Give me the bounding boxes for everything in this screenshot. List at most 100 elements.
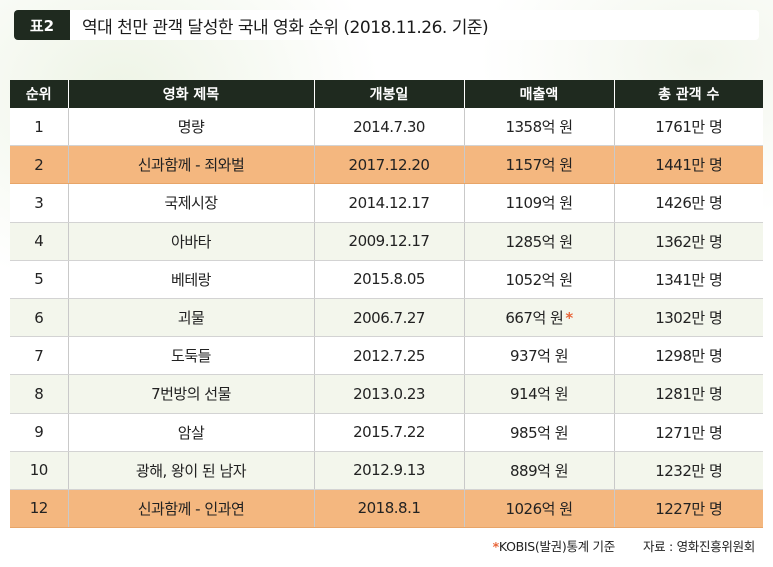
table-row: 10 광해, 왕이 된 남자 2012.9.13 889억 원 1232만 명 — [10, 451, 763, 490]
column-header-title: 영화 제목 — [67, 80, 314, 108]
title-cell: 아바타 — [67, 222, 314, 261]
table-row: 5 베테랑 2015.8.05 1052억 원 1341만 명 — [10, 260, 763, 299]
title-cell: 명량 — [67, 108, 314, 147]
title-cell: 괴물 — [67, 298, 314, 338]
release-date-cell: 2015.7.22 — [313, 413, 464, 452]
title-cell-text: 신과함께 - 인과연 — [137, 499, 245, 518]
sales-cell-text: 985억 원 — [510, 423, 569, 442]
audience-cell-text: 1441만 명 — [655, 156, 723, 175]
table-row: 9 암살 2015.7.22 985억 원 1271만 명 — [10, 413, 763, 452]
audience-cell: 1362만 명 — [613, 222, 763, 261]
rank-cell-text: 12 — [29, 499, 49, 518]
title-cell-text: 괴물 — [177, 309, 205, 328]
rank-cell-text: 8 — [34, 384, 44, 403]
sales-cell-text: 1285억 원 — [505, 232, 573, 251]
release-date-cell-text: 2012.7.25 — [353, 346, 425, 365]
audience-cell-text: 1302만 명 — [655, 309, 723, 328]
title-cell-text: 신과함께 - 죄와벌 — [137, 156, 245, 175]
sales-cell-text: 667억 원 — [505, 309, 564, 328]
title-cell-text: 7번방의 선물 — [151, 385, 231, 404]
release-date-cell-text: 2012.9.13 — [353, 461, 425, 480]
rank-cell: 8 — [10, 374, 68, 414]
release-date-cell-text: 2015.8.05 — [353, 270, 425, 289]
audience-cell: 1298만 명 — [613, 336, 763, 376]
release-date-cell: 2012.9.13 — [313, 451, 464, 490]
title-cell-text: 암살 — [177, 423, 205, 442]
release-date-cell: 2015.8.05 — [313, 260, 464, 299]
sales-cell: 1026억 원 — [463, 489, 614, 529]
sales-cell: 1285억 원 — [463, 222, 614, 261]
footer: *KOBIS(발권)통계 기준 자료 : 영화진흥위원회 — [10, 536, 756, 555]
table-header-bar: 표2 역대 천만 관객 달성한 국내 영화 순위 (2018.11.26. 기준… — [14, 10, 759, 40]
table-row: 4 아바타 2009.12.17 1285억 원 1362만 명 — [10, 222, 763, 261]
sales-cell-text: 914억 원 — [510, 385, 569, 404]
title-cell-text: 아바타 — [171, 232, 211, 251]
footnote: *KOBIS(발권)통계 기준 — [492, 536, 616, 555]
audience-cell-text: 1341만 명 — [655, 270, 723, 289]
title-cell-text: 베테랑 — [171, 270, 211, 289]
sales-cell: 1052억 원 — [463, 260, 614, 299]
release-date-cell: 2013.0.23 — [313, 374, 464, 414]
title-cell-text: 국제시장 — [164, 194, 218, 213]
audience-cell: 1341만 명 — [613, 260, 763, 299]
title-cell: 도둑들 — [67, 336, 314, 376]
audience-cell-text: 1227만 명 — [655, 499, 723, 518]
sales-cell: 985억 원 — [463, 413, 614, 452]
rank-cell: 9 — [10, 413, 68, 452]
table-body: 1 명량 2014.7.30 1358억 원 1761만 명 2 신과함께 - 죄와벌 201… — [10, 108, 763, 529]
audience-cell-text: 1362만 명 — [655, 232, 723, 251]
rank-cell-text: 6 — [34, 308, 44, 327]
title-cell-text: 광해, 왕이 된 남자 — [135, 461, 247, 480]
title-cell-text: 도둑들 — [171, 347, 211, 366]
audience-cell-text: 1426만 명 — [655, 194, 723, 213]
table-row: 1 명량 2014.7.30 1358억 원 1761만 명 — [10, 108, 763, 147]
audience-cell: 1426만 명 — [613, 183, 763, 223]
rank-cell-text: 2 — [34, 155, 44, 174]
release-date-cell: 2014.7.30 — [313, 108, 464, 147]
release-date-cell-text: 2015.7.22 — [353, 423, 425, 442]
movie-ranking-table: 순위 영화 제목 개봉일 매출액 총 관객 수 1 명량 2014.7.30 1358… — [10, 80, 763, 529]
rank-cell: 5 — [10, 260, 68, 299]
audience-cell-text: 1232만 명 — [655, 461, 723, 480]
release-date-cell: 2014.12.17 — [313, 183, 464, 223]
title-cell-text: 명량 — [177, 118, 205, 137]
column-header-release-date: 개봉일 — [313, 80, 464, 108]
rank-cell: 3 — [10, 183, 68, 223]
rank-cell: 7 — [10, 336, 68, 376]
table-row: 7 도둑들 2012.7.25 937억 원 1298만 명 — [10, 336, 763, 376]
release-date-cell-text: 2013.0.23 — [353, 384, 425, 403]
release-date-cell: 2006.7.27 — [313, 298, 464, 338]
title-cell: 신과함께 - 인과연 — [67, 489, 314, 529]
table-header-row: 순위 영화 제목 개봉일 매출액 총 관객 수 — [10, 80, 763, 108]
audience-cell: 1232만 명 — [613, 451, 763, 490]
rank-cell: 2 — [10, 145, 68, 185]
sales-cell-text: 1157억 원 — [505, 156, 573, 175]
rank-cell-text: 7 — [34, 346, 44, 365]
table-row: 8 7번방의 선물 2013.0.23 914억 원 1281만 명 — [10, 374, 763, 414]
audience-cell: 1302만 명 — [613, 298, 763, 338]
table-row: 12 신과함께 - 인과연 2018.8.1 1026억 원 1227만 명 — [10, 489, 763, 529]
title-cell: 광해, 왕이 된 남자 — [67, 451, 314, 490]
sales-cell-text: 889억 원 — [510, 461, 569, 480]
rank-cell: 1 — [10, 108, 68, 147]
sales-cell-text: 1052억 원 — [505, 270, 573, 289]
column-header-audience: 총 관객 수 — [613, 80, 763, 108]
table-row: 6 괴물 2006.7.27 667억 원 * 1302만 명 — [10, 298, 763, 338]
rank-cell-text: 3 — [34, 193, 44, 212]
audience-cell: 1761만 명 — [613, 108, 763, 147]
release-date-cell: 2018.8.1 — [313, 489, 464, 529]
rank-cell: 4 — [10, 222, 68, 261]
title-cell: 암살 — [67, 413, 314, 452]
footnote-star-icon: * — [492, 539, 500, 554]
title-cell: 신과함께 - 죄와벌 — [67, 145, 314, 185]
sales-cell: 1109억 원 — [463, 183, 614, 223]
audience-cell-text: 1298만 명 — [655, 347, 723, 366]
sales-cell-text: 1358억 원 — [505, 118, 573, 137]
release-date-cell-text: 2018.8.1 — [357, 499, 421, 518]
table-row: 2 신과함께 - 죄와벌 2017.12.20 1157억 원 1441만 명 — [10, 145, 763, 185]
sales-cell: 914억 원 — [463, 374, 614, 414]
sales-cell: 1358억 원 — [463, 108, 614, 147]
table-title: 역대 천만 관객 달성한 국내 영화 순위 (2018.11.26. 기준) — [70, 10, 759, 40]
rank-cell: 10 — [10, 451, 68, 490]
title-cell: 국제시장 — [67, 183, 314, 223]
